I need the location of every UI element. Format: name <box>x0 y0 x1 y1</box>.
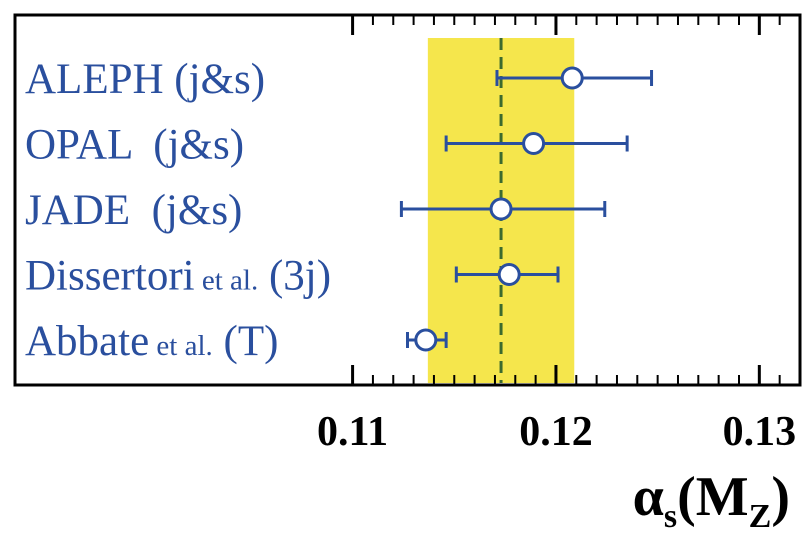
row-label-part: et al. <box>195 265 259 297</box>
row-label-part: et al. <box>149 330 213 362</box>
point <box>522 132 546 155</box>
row-label-part: ALEPH (j&s) <box>25 56 265 103</box>
x-axis-label-part: s <box>664 498 677 535</box>
row-label: JADE (j&s) <box>25 187 242 234</box>
plot-frame <box>13 13 802 387</box>
row-label-part: OPAL (j&s) <box>25 122 244 169</box>
x-tick-label: 0.12 <box>519 409 593 455</box>
row-label: ALEPH (j&s) <box>25 56 265 103</box>
x-axis-label-part: α <box>633 466 664 528</box>
row-label-part: (T) <box>213 318 279 365</box>
row-label-part: JADE (j&s) <box>25 187 242 234</box>
x-axis-label-part: ) <box>771 466 790 528</box>
x-axis-label: αs(MZ) <box>633 466 790 535</box>
row-label: Abbate et al. (T) <box>25 318 278 365</box>
row-label: Dissertori et al. (3j) <box>25 253 331 300</box>
point <box>414 328 438 352</box>
x-axis-label-part: Z <box>749 498 772 535</box>
row-label-part: Abbate <box>25 318 149 365</box>
point <box>489 197 513 221</box>
point <box>497 263 521 286</box>
row-label-part: Dissertori <box>25 253 195 300</box>
row-label-part: (3j) <box>258 253 331 300</box>
row-label: OPAL (j&s) <box>25 122 244 169</box>
x-tick-label: 0.13 <box>723 409 797 455</box>
x-tick-label: 0.11 <box>317 409 388 455</box>
point <box>560 66 584 90</box>
x-axis-label-part: (M <box>677 466 749 528</box>
